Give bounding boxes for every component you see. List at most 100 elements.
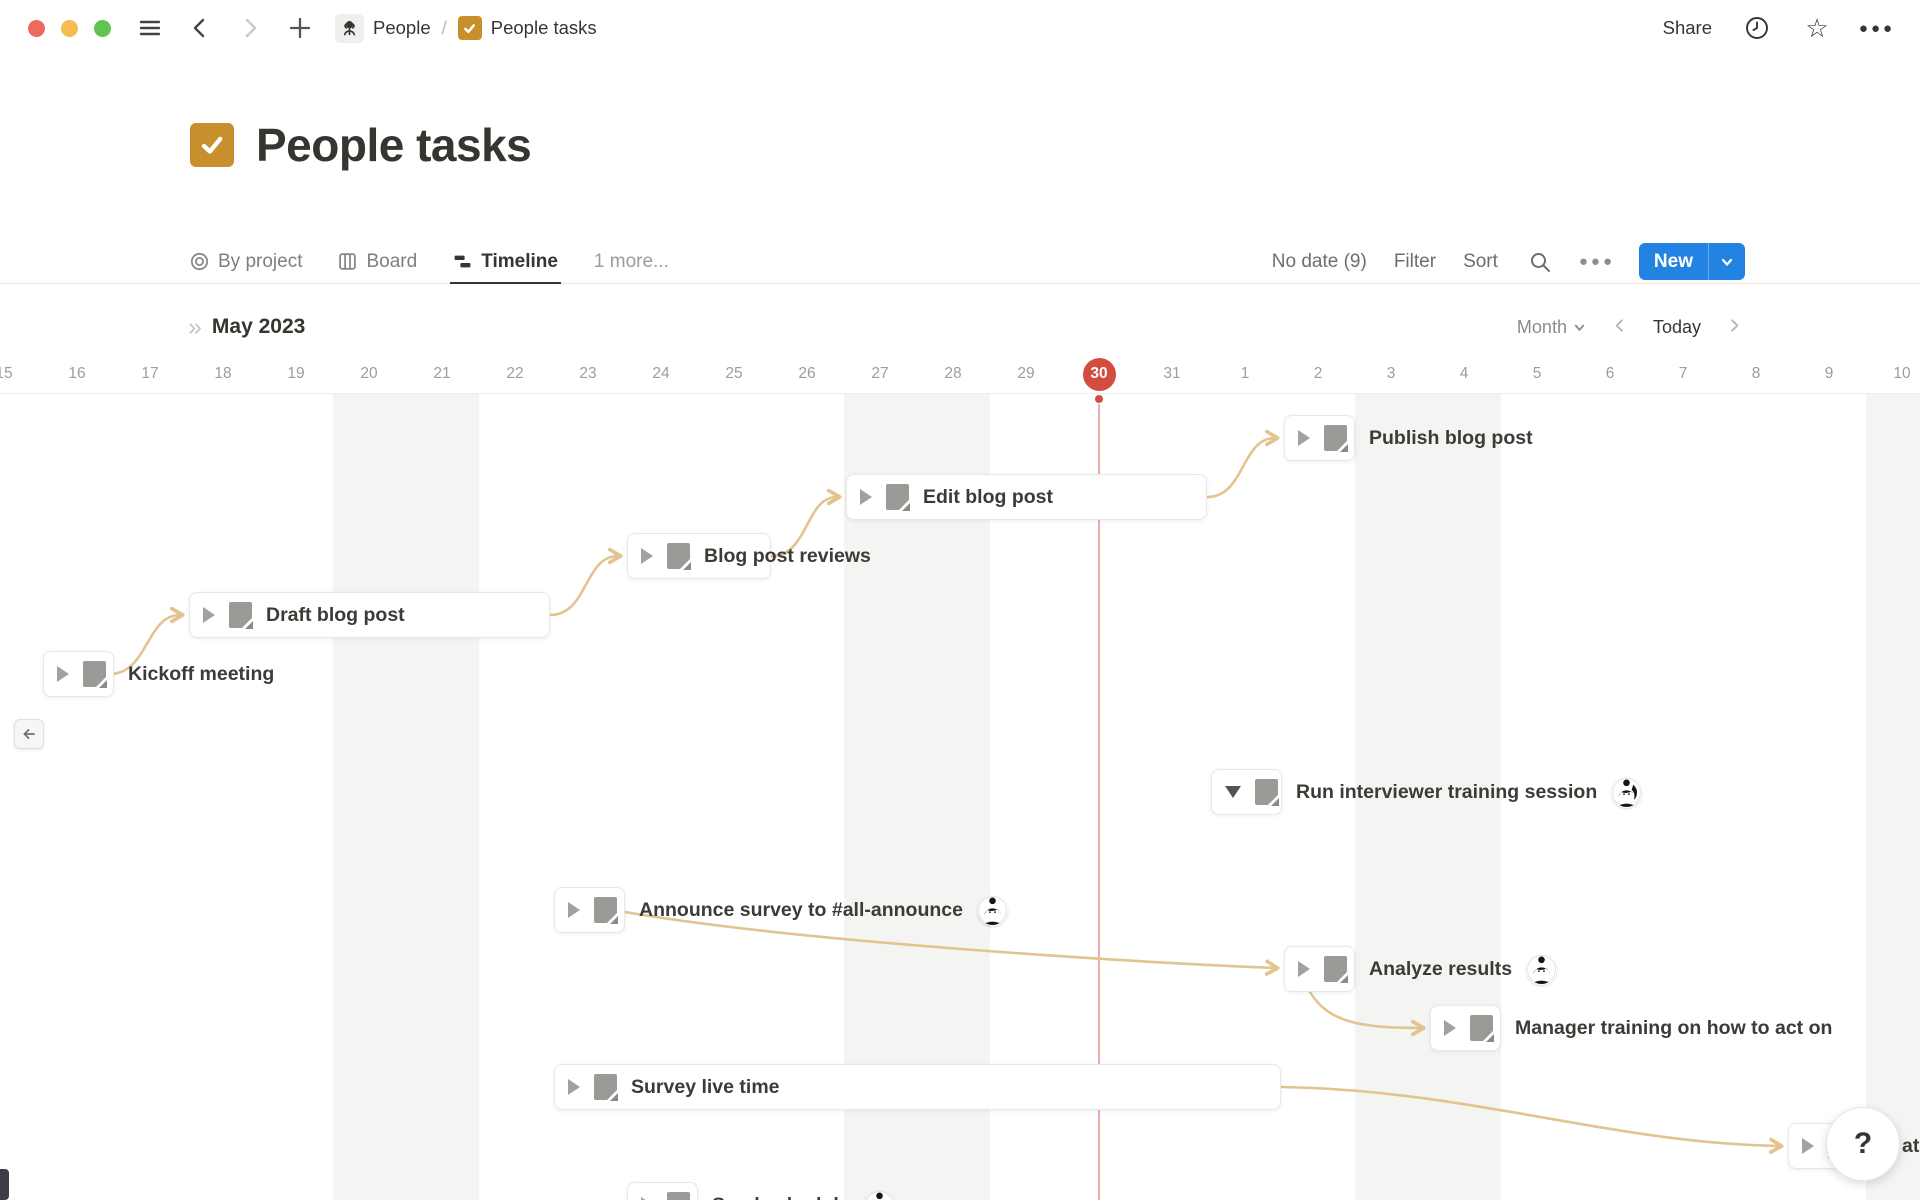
date-15: 15 [0, 365, 13, 382]
task-label[interactable]: Survey live time [631, 1075, 780, 1098]
date-18: 18 [214, 365, 232, 382]
task-label[interactable]: Draft blog post [266, 603, 405, 626]
collapse-toggle-icon[interactable] [1225, 786, 1241, 798]
filter-button[interactable]: Filter [1393, 250, 1437, 272]
people-icon[interactable] [335, 13, 364, 43]
weekend-band [1427, 393, 1501, 1200]
task-label[interactable]: ath [1902, 1134, 1920, 1157]
page-icon [594, 897, 618, 924]
sidebar-toggle-icon[interactable] [135, 13, 165, 43]
page-title-row: People tasks [190, 118, 532, 172]
expand-toggle-icon[interactable] [1298, 430, 1310, 446]
date-20: 20 [360, 365, 378, 382]
back-icon[interactable] [185, 13, 215, 43]
date-17: 17 [141, 365, 159, 382]
today-button[interactable]: Today [1652, 316, 1701, 337]
expand-toggle-icon[interactable] [57, 666, 69, 682]
tab-board[interactable]: Board [338, 240, 417, 283]
task-bar[interactable]: Edit blog post [846, 474, 1207, 520]
connector-edit-blog-post-to-publish-blog-post [1205, 429, 1280, 499]
tab-label: By project [218, 250, 303, 272]
expand-toggle-icon[interactable] [203, 607, 215, 623]
task-bar[interactable] [1211, 769, 1282, 815]
task-bar[interactable]: Draft blog post [189, 592, 550, 638]
task-announce-survey: Announce survey to #all-announce [554, 887, 1008, 933]
new-button-group: New [1638, 243, 1745, 280]
task-label[interactable]: Run interviewer training session [1296, 780, 1598, 803]
date-2: 2 [1313, 365, 1323, 382]
breadcrumb-item-people[interactable]: People [373, 17, 431, 38]
tab-by-project[interactable]: By project [190, 240, 302, 283]
no-date-filter-chip[interactable]: No date (9) [1271, 250, 1367, 272]
task-label[interactable]: Announce survey to #all-announce [639, 898, 963, 921]
updates-clock-icon[interactable] [1742, 13, 1772, 43]
date-29: 29 [1017, 365, 1035, 382]
task-kickoff-meeting: Kickoff meeting [43, 651, 274, 697]
task-label[interactable]: Publish blog post [1369, 426, 1533, 449]
task-bar[interactable] [554, 887, 625, 933]
task-bar[interactable] [1284, 946, 1355, 992]
date-30: 30 [1063, 356, 1136, 392]
task-bar[interactable]: Blog post reviews [627, 533, 871, 579]
weekend-band [1354, 393, 1428, 1200]
task-label[interactable]: Blog post reviews [704, 544, 871, 567]
view-more-options-icon[interactable]: ●●● [1578, 253, 1616, 270]
zoom-window-button[interactable] [94, 19, 111, 37]
new-page-plus-icon[interactable] [285, 13, 315, 43]
view-tabs: By project Board Timeline 1 more... [0, 240, 669, 284]
page-icon [667, 1192, 690, 1200]
expand-toggle-icon[interactable] [641, 1197, 653, 1200]
task-bar[interactable] [1284, 415, 1355, 461]
date-10: 10 [1893, 365, 1911, 382]
zoom-level-select[interactable]: Month [1517, 317, 1586, 338]
chevron-down-icon [1574, 324, 1585, 331]
expand-toggle-icon[interactable] [641, 548, 653, 564]
task-bar[interactable]: Survey live time [554, 1064, 1281, 1110]
help-button[interactable]: ? [1826, 1107, 1900, 1181]
date-31: 31 [1163, 365, 1181, 382]
task-label[interactable]: Kickoff meeting [128, 662, 275, 685]
expand-toggle-icon[interactable] [860, 489, 872, 505]
sort-button[interactable]: Sort [1463, 250, 1498, 272]
task-bar[interactable] [627, 1182, 698, 1200]
task-label[interactable]: Send schedule [712, 1194, 850, 1200]
date-24: 24 [652, 365, 670, 382]
task-label[interactable]: Analyze results [1369, 957, 1513, 980]
expand-toggle-icon[interactable] [1802, 1138, 1814, 1154]
expand-toggle-icon[interactable] [1444, 1020, 1456, 1036]
tab-timeline[interactable]: Timeline [450, 240, 561, 284]
expand-toggle-icon[interactable] [568, 902, 580, 918]
search-icon[interactable] [1525, 247, 1555, 277]
next-period-icon[interactable] [1727, 317, 1742, 338]
favorite-star-icon[interactable]: ☆ [1805, 13, 1829, 43]
board-icon [339, 253, 357, 270]
date-16: 16 [68, 365, 86, 382]
date-23: 23 [579, 365, 597, 382]
connector-draft-blog-post-to-blog-post-reviews [548, 547, 623, 617]
today-line [1098, 404, 1100, 1200]
task-label[interactable]: Edit blog post [923, 485, 1053, 508]
new-dropdown-chevron-icon[interactable] [1708, 243, 1745, 280]
weekend-band [405, 393, 479, 1200]
prev-period-icon[interactable] [1612, 317, 1627, 338]
minimize-window-button[interactable] [61, 19, 78, 37]
task-survey-live-time: Survey live time [554, 1064, 1281, 1110]
new-button[interactable]: New [1653, 250, 1693, 272]
close-window-button[interactable] [28, 19, 45, 37]
weekend-band [332, 393, 406, 1200]
more-options-icon[interactable]: ●●● [1858, 19, 1896, 37]
tab-more-views[interactable]: 1 more... [594, 240, 669, 283]
expand-toggle-icon[interactable] [568, 1079, 580, 1095]
expand-toggle-icon[interactable] [1298, 961, 1310, 977]
forward-icon[interactable] [235, 13, 265, 43]
task-bar[interactable] [1430, 1005, 1501, 1051]
task-label[interactable]: Manager training on how to act on [1515, 1016, 1833, 1039]
scroll-to-earlier-button[interactable] [14, 719, 44, 749]
breadcrumb-item-people-tasks[interactable]: People tasks [490, 17, 597, 38]
task-bar[interactable] [43, 651, 114, 697]
date-8: 8 [1751, 365, 1761, 382]
today-date-badge: 30 [1082, 357, 1116, 391]
breadcrumb-separator: / [441, 17, 447, 38]
share-button[interactable]: Share [1662, 17, 1712, 38]
